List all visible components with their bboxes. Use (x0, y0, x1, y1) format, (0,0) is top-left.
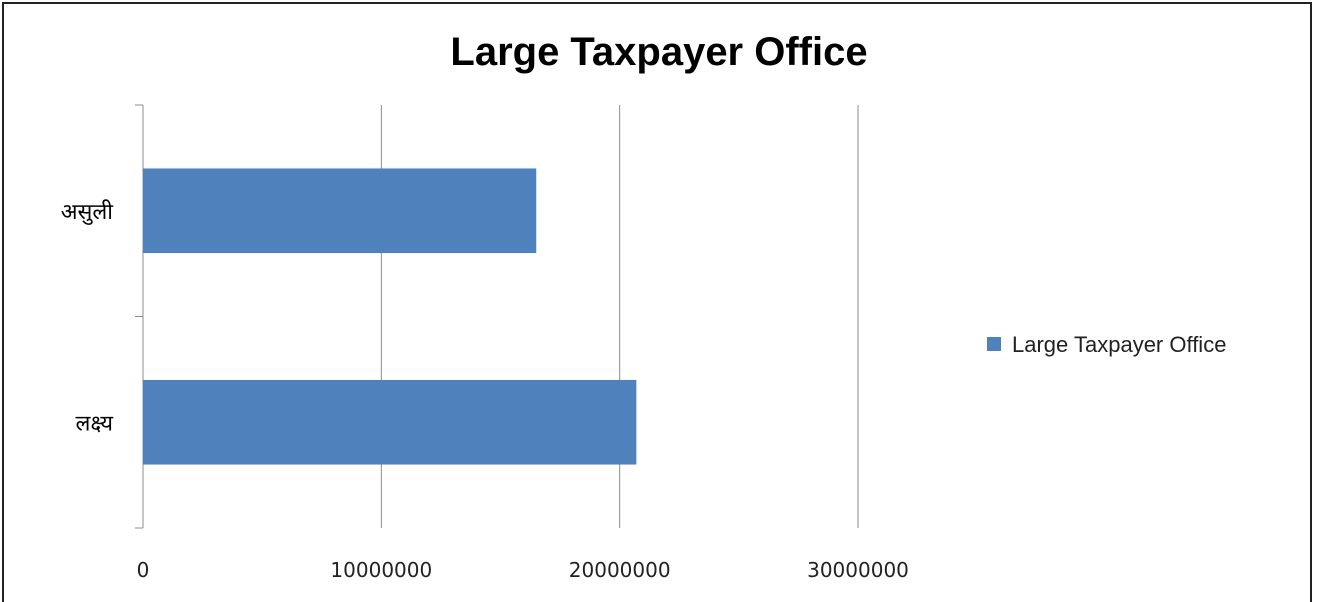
category-label: असुली (61, 199, 114, 225)
legend-label: Large Taxpayer Office (1012, 332, 1226, 357)
chart-title: Large Taxpayer Office (450, 30, 868, 74)
bar (143, 168, 537, 254)
x-tick-label: 20000000 (569, 558, 671, 582)
legend-swatch (987, 337, 1001, 351)
bar (143, 379, 637, 465)
x-tick-label: 10000000 (330, 558, 432, 582)
x-tick-label: 0 (137, 558, 150, 582)
x-tick-label: 30000000 (807, 558, 909, 582)
category-label: लक्ष्य (76, 411, 115, 436)
